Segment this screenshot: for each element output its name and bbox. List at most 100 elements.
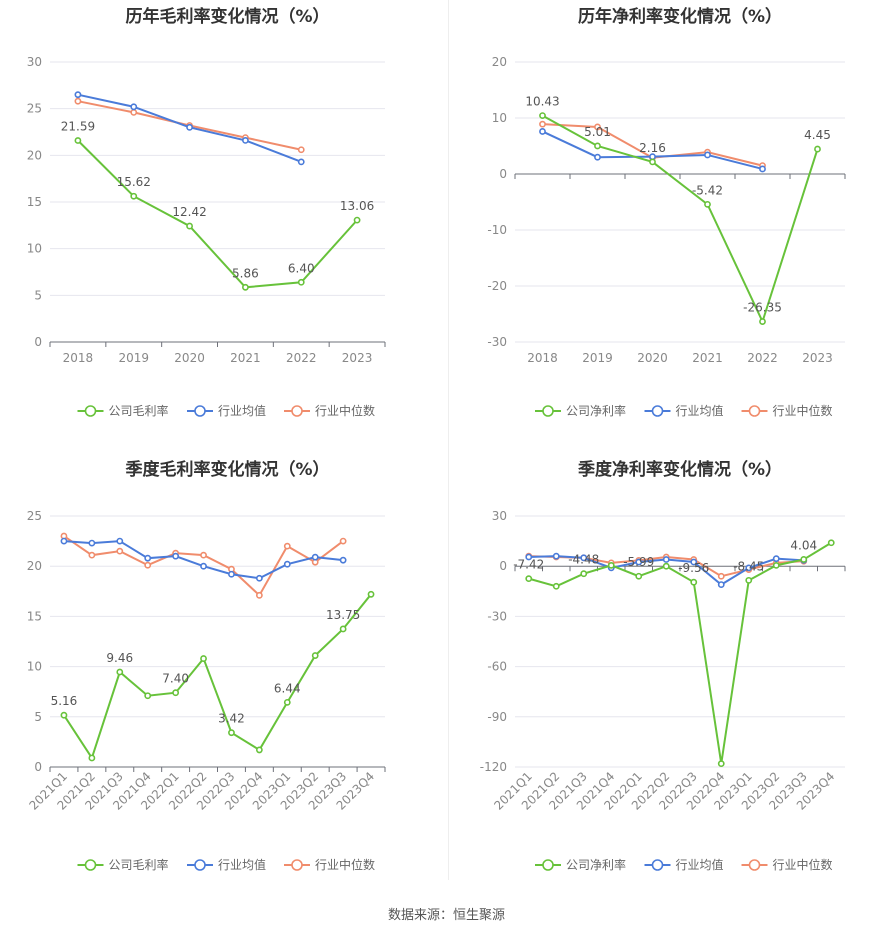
legend-label: 行业中位数	[315, 403, 375, 418]
data-label: 4.04	[790, 538, 817, 552]
data-point	[130, 109, 138, 116]
data-point	[539, 128, 546, 135]
data-point	[690, 578, 698, 586]
legend-item-2: 行业中位数	[741, 403, 833, 418]
data-label: -7.42	[513, 558, 544, 572]
data-point	[88, 551, 96, 559]
data-label: -26.35	[743, 301, 782, 315]
chart-title: 历年净利率变化情况（%）	[578, 6, 782, 27]
data-point	[297, 146, 305, 154]
data-point	[539, 112, 546, 119]
data-label: -9.56	[678, 561, 709, 575]
data-point	[130, 192, 138, 200]
data-point	[283, 560, 291, 568]
legend-marker	[291, 859, 303, 871]
chart-title: 季度毛利率变化情况（%）	[125, 459, 329, 480]
y-tick-label: 5	[34, 710, 42, 724]
legend-marker	[651, 405, 664, 417]
data-label: 13.06	[340, 199, 374, 213]
legend-item-0: 公司毛利率	[77, 857, 169, 872]
data-point	[74, 91, 82, 99]
legend-marker	[748, 859, 761, 871]
legend-marker	[542, 859, 554, 871]
data-point	[717, 572, 725, 580]
data-point	[552, 582, 560, 590]
y-tick-label: 5	[34, 288, 42, 302]
data-point	[144, 692, 152, 700]
y-tick-label: 10	[492, 111, 507, 125]
data-point	[717, 581, 725, 589]
legend-label: 行业中位数	[773, 403, 833, 418]
data-label: 5.01	[584, 125, 611, 139]
legend-marker	[651, 859, 664, 871]
y-tick-label: 30	[492, 509, 507, 523]
y-tick-label: 10	[27, 660, 42, 674]
data-point	[594, 123, 601, 131]
data-point	[607, 561, 615, 569]
data-point	[759, 165, 766, 173]
chart-title: 历年毛利率变化情况（%）	[125, 6, 329, 27]
legend-label: 行业均值	[676, 857, 724, 872]
data-point	[339, 556, 347, 564]
x-tick-label: 2020	[637, 351, 668, 365]
data-point	[283, 542, 291, 550]
series-line-0	[63, 593, 372, 761]
data-label: 13.75	[326, 608, 360, 622]
legend-marker	[84, 859, 97, 871]
data-point	[116, 537, 124, 545]
panel-divider	[448, 0, 449, 880]
y-tick-label: -30	[487, 609, 507, 623]
chart-panel-4: 季度净利率变化情况（%）-120-90-60-300302021Q12021Q2…	[480, 459, 846, 872]
legend-item-1: 行业均值	[644, 403, 724, 418]
legend-item-1: 行业均值	[187, 403, 266, 418]
y-tick-label: -60	[487, 660, 507, 674]
data-point	[200, 551, 207, 559]
x-tick-label: 2020	[174, 351, 205, 365]
legend-item-0: 公司毛利率	[77, 403, 169, 418]
data-point	[200, 655, 207, 662]
data-label: 21.59	[61, 119, 95, 133]
data-point	[367, 590, 375, 598]
data-point	[772, 555, 780, 563]
data-point	[525, 553, 533, 561]
data-point	[255, 574, 263, 582]
data-source: 数据来源：恒生聚源	[387, 908, 505, 923]
data-point	[339, 625, 347, 633]
series-line-0	[77, 139, 358, 289]
data-point	[283, 698, 291, 706]
data-point	[814, 145, 821, 153]
data-point	[525, 575, 533, 583]
data-point	[552, 552, 560, 560]
data-point	[186, 123, 193, 131]
data-point	[635, 558, 643, 566]
y-tick-label: 25	[27, 509, 42, 523]
data-point	[60, 711, 68, 719]
data-label: 6.44	[274, 681, 301, 695]
x-tick-label: 2022	[286, 351, 317, 365]
legend-label: 公司净利率	[566, 403, 626, 418]
data-point	[242, 136, 249, 144]
y-tick-label: -20	[487, 279, 507, 293]
data-point	[580, 554, 588, 562]
data-point	[297, 278, 305, 286]
data-point	[594, 153, 601, 161]
data-label: 12.42	[172, 205, 206, 219]
data-label: 5.16	[51, 694, 78, 708]
legend-label: 公司毛利率	[109, 403, 169, 418]
legend-label: 行业均值	[676, 403, 724, 418]
legend-label: 行业中位数	[315, 857, 375, 872]
series-line-0	[528, 541, 832, 764]
chart-panel-2: 历年净利率变化情况（%） -30 -20 -10 0 10 20 2018 2019 2020 20…	[487, 6, 846, 418]
data-point	[255, 746, 263, 754]
data-point	[704, 151, 711, 159]
data-point	[690, 558, 698, 566]
data-point	[800, 556, 808, 563]
y-tick-label: 0	[499, 559, 507, 573]
data-point	[353, 216, 361, 224]
legend-item-2: 行业中位数	[741, 857, 833, 872]
data-point	[311, 553, 319, 561]
chart-panel-3: 季度毛利率变化情况（%）05101520252021Q12021Q22021Q3…	[27, 459, 386, 872]
data-point	[662, 556, 670, 563]
data-label: 2.16	[639, 141, 666, 155]
